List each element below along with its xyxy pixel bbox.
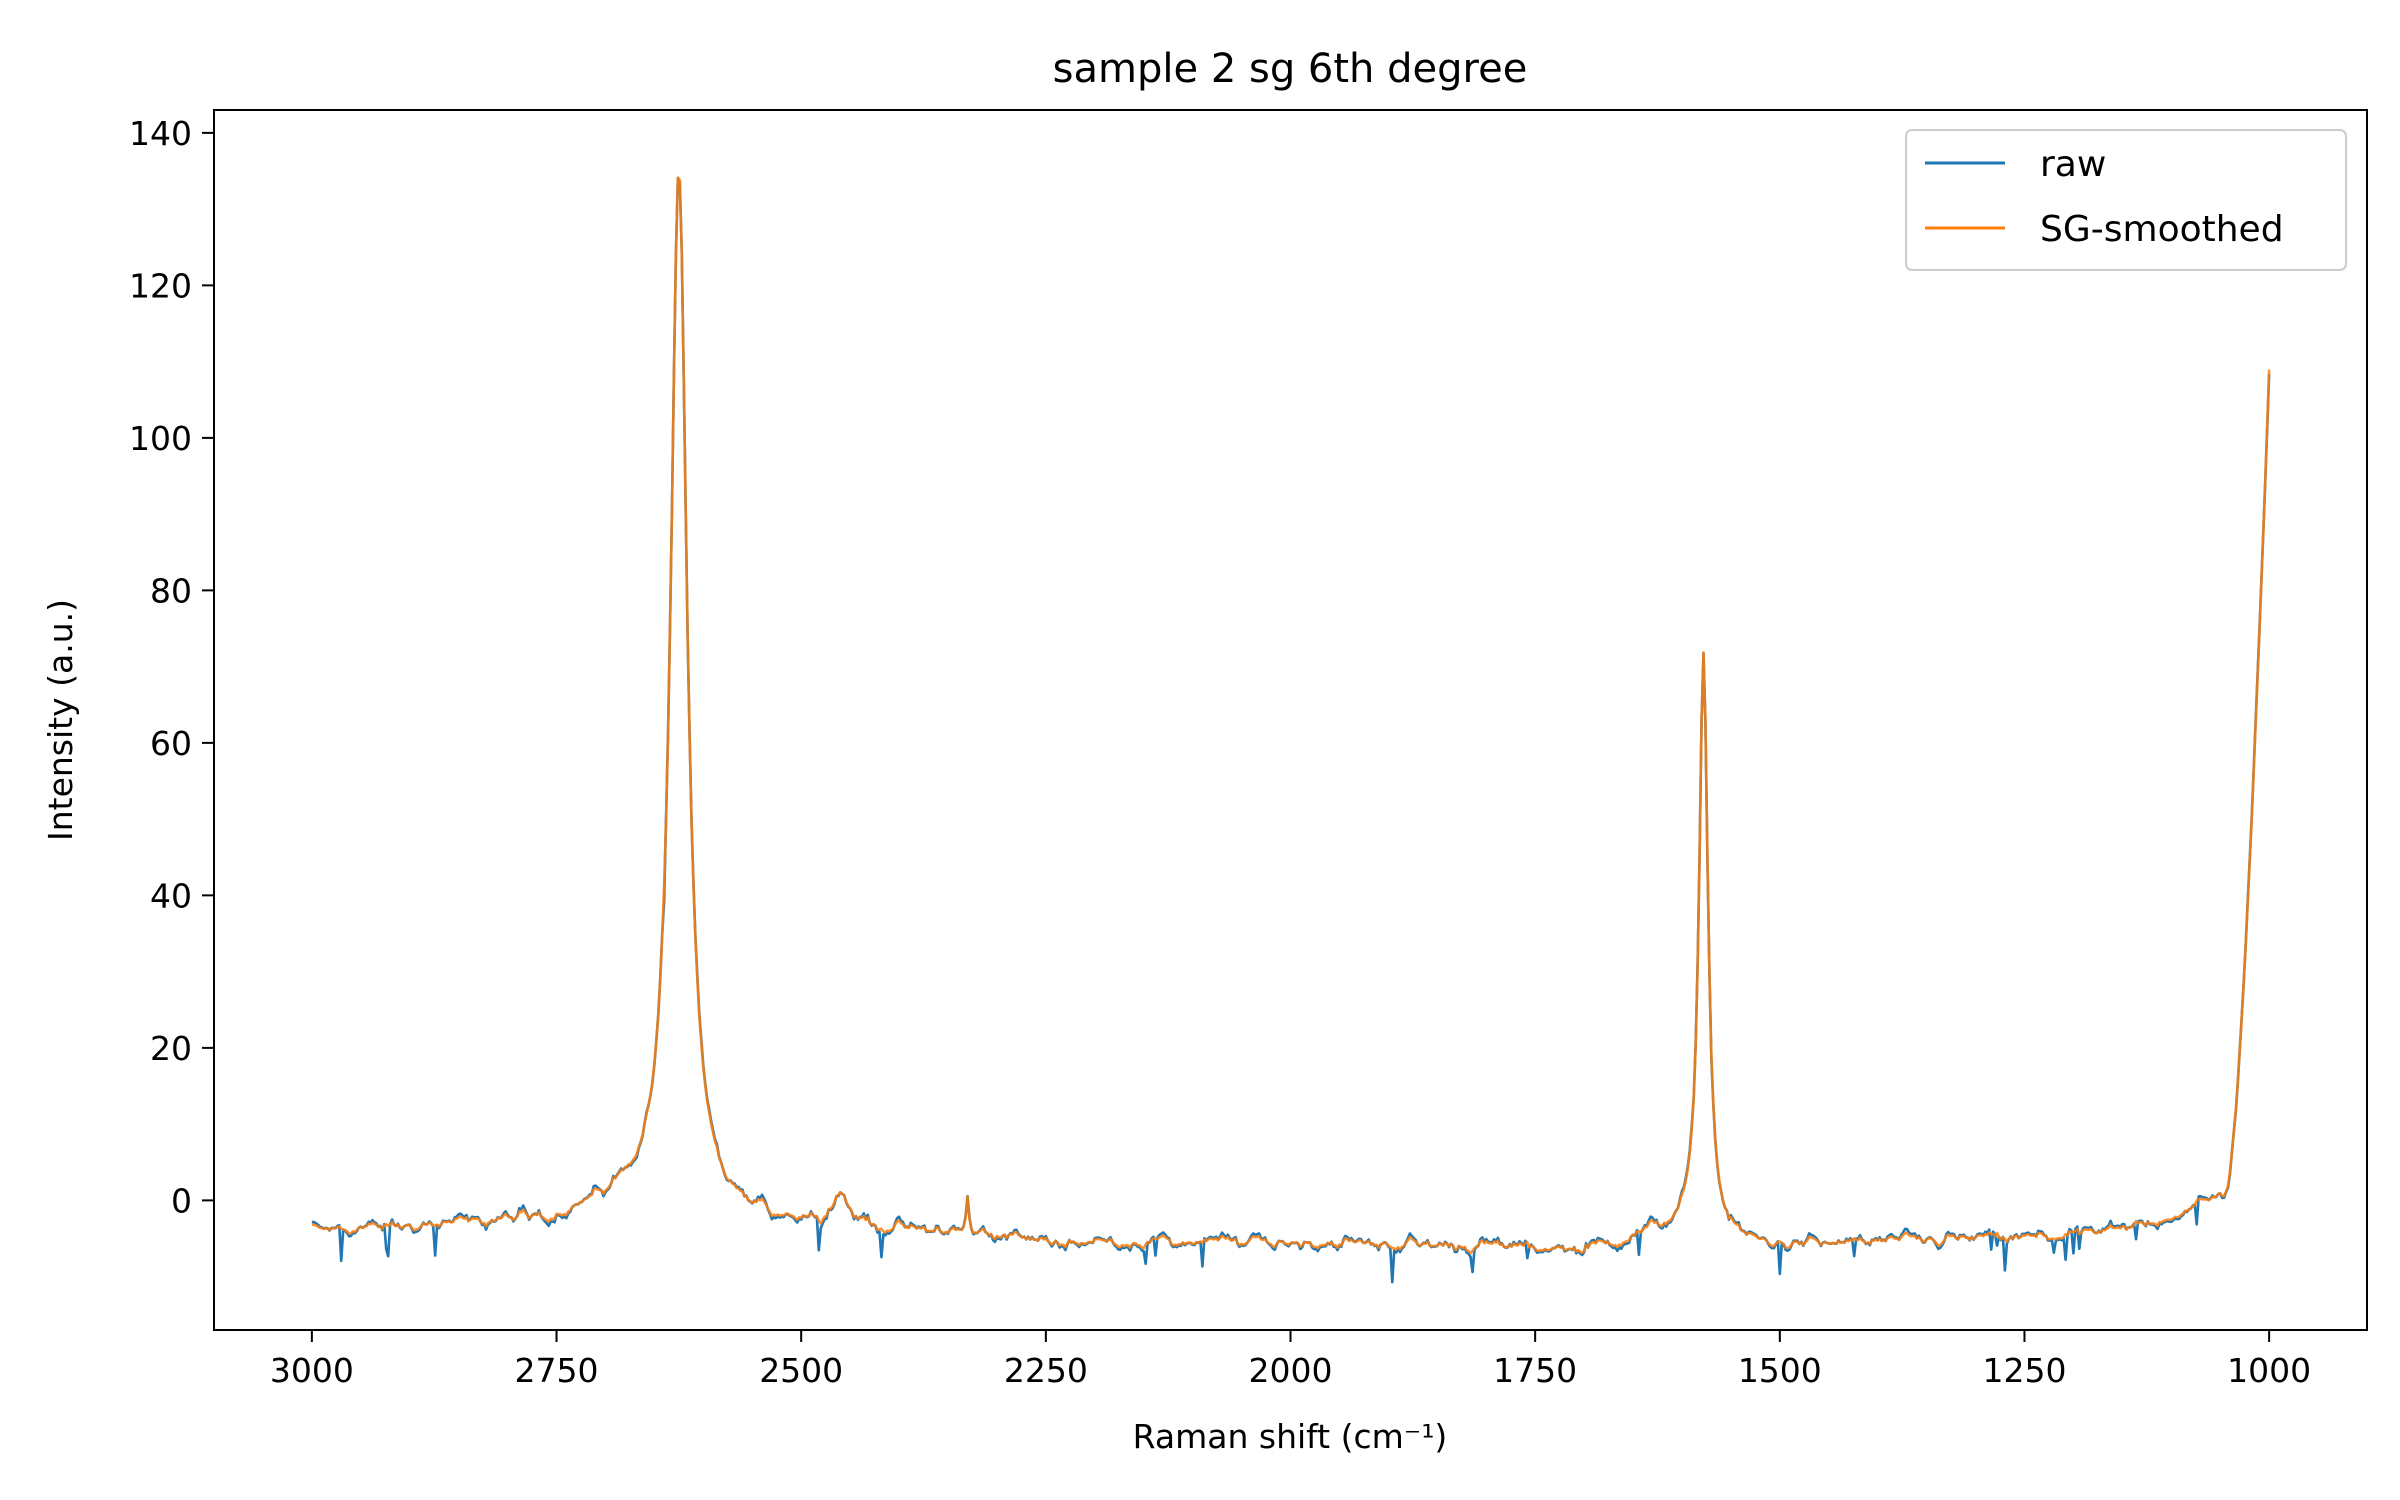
y-tick-label-120: 120: [129, 266, 192, 305]
x-tick-label-2750: 2750: [515, 1351, 599, 1390]
legend-label-raw: raw: [2040, 144, 2106, 185]
y-tick-label-140: 140: [129, 114, 192, 153]
series-line-sg-smoothed: [311, 176, 2271, 1255]
x-tick-label-3000: 3000: [270, 1351, 354, 1390]
x-tick-label-1000: 1000: [2227, 1351, 2311, 1390]
chart-title: sample 2 sg 6th degree: [1053, 46, 1528, 92]
legend-label-sg-smoothed: SG-smoothed: [2040, 209, 2284, 250]
y-tick-label-80: 80: [150, 571, 192, 610]
y-tick-label-60: 60: [150, 724, 192, 763]
x-tick-label-2000: 2000: [1249, 1351, 1333, 1390]
x-tick-label-1500: 1500: [1738, 1351, 1822, 1390]
y-tick-label-0: 0: [171, 1181, 192, 1220]
series-layer: [311, 176, 2271, 1284]
x-tick-label-2250: 2250: [1004, 1351, 1088, 1390]
x-axis: 3000 2750 2500 2250 2000 1750 1500 1250 1000: [270, 1330, 2311, 1390]
legend: raw SG-smoothed: [1905, 129, 2347, 271]
x-tick-label-1250: 1250: [1982, 1351, 2066, 1390]
legend-frame: [1905, 129, 2347, 271]
y-axis-label: Intensity (a.u.): [41, 599, 80, 841]
y-tick-label-100: 100: [129, 419, 192, 458]
y-axis: 0 20 40 60 80 100 120 140: [129, 114, 214, 1220]
x-axis-label: Raman shift (cm⁻¹): [1133, 1417, 1448, 1456]
x-tick-label-1750: 1750: [1493, 1351, 1577, 1390]
y-tick-label-20: 20: [150, 1029, 192, 1068]
x-tick-label-2500: 2500: [759, 1351, 843, 1390]
y-tick-label-40: 40: [150, 876, 192, 915]
